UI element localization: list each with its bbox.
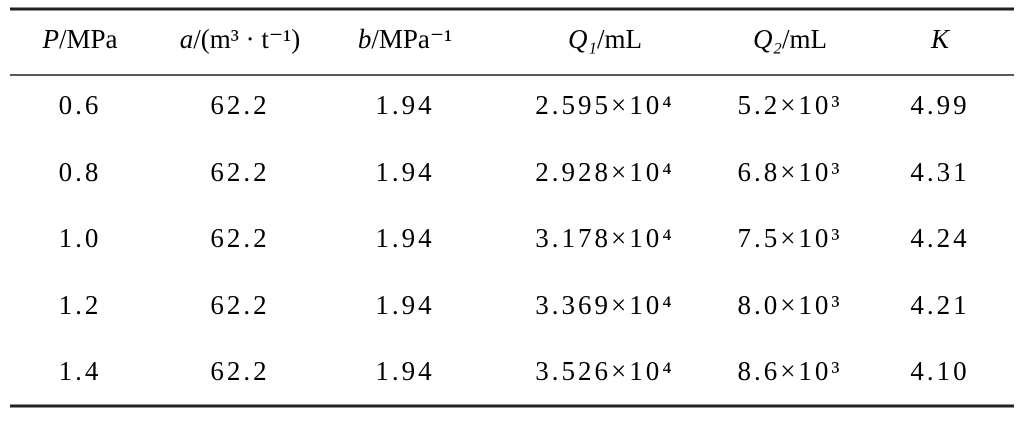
table-cell: 62.2 bbox=[210, 356, 269, 386]
header-symbol: P bbox=[41, 24, 59, 54]
table-cell: 6.8×10³ bbox=[737, 157, 842, 187]
table-cell: 62.2 bbox=[210, 90, 269, 120]
table-cell: 2.595×10⁴ bbox=[535, 90, 674, 120]
table-cell: 1.94 bbox=[375, 90, 434, 120]
table-cell: 62.2 bbox=[210, 157, 269, 187]
header-cell: a/(m³ · t⁻¹) bbox=[180, 24, 300, 54]
table-cell: 5.2×10³ bbox=[737, 90, 842, 120]
table-cell: 3.369×10⁴ bbox=[535, 290, 674, 320]
table-cell: 1.0 bbox=[59, 223, 102, 253]
header-cell: Q₂/mL bbox=[753, 24, 827, 54]
table-cell: 3.526×10⁴ bbox=[535, 356, 674, 386]
table-cell: 4.10 bbox=[910, 356, 969, 386]
header-symbol: a bbox=[180, 24, 194, 54]
header-symbol: K bbox=[930, 24, 951, 54]
table-cell: 62.2 bbox=[210, 223, 269, 253]
header-symbol: b bbox=[358, 24, 372, 54]
table-cell: 0.6 bbox=[59, 90, 102, 120]
header-symbol: Q₁ bbox=[568, 24, 597, 54]
table-cell: 1.4 bbox=[59, 356, 102, 386]
table-cell: 1.94 bbox=[375, 356, 434, 386]
header-unit: /MPa bbox=[59, 24, 118, 54]
table-cell: 7.5×10³ bbox=[737, 223, 842, 253]
table-cell: 2.928×10⁴ bbox=[535, 157, 674, 187]
header-unit: /MPa⁻¹ bbox=[371, 24, 452, 54]
header-unit: /(m³ · t⁻¹) bbox=[193, 24, 300, 54]
table-cell: 8.6×10³ bbox=[737, 356, 842, 386]
table-cell: 1.94 bbox=[375, 290, 434, 320]
table-cell: 3.178×10⁴ bbox=[535, 223, 674, 253]
header-unit: /mL bbox=[782, 24, 827, 54]
table-cell: 4.24 bbox=[910, 223, 969, 253]
table-cell: 0.8 bbox=[59, 157, 102, 187]
header-symbol: Q₂ bbox=[753, 24, 782, 54]
table-cell: 4.21 bbox=[910, 290, 969, 320]
table-cell: 4.99 bbox=[910, 90, 969, 120]
table-cell: 4.31 bbox=[910, 157, 969, 187]
table-cell: 1.94 bbox=[375, 223, 434, 253]
header-cell: b/MPa⁻¹ bbox=[358, 24, 452, 54]
table-cell: 1.94 bbox=[375, 157, 434, 187]
header-cell: P/MPa bbox=[41, 24, 117, 54]
header-cell: K bbox=[930, 24, 951, 54]
table-cell: 1.2 bbox=[59, 290, 102, 320]
table-cell: 8.0×10³ bbox=[737, 290, 842, 320]
header-cell: Q₁/mL bbox=[568, 24, 642, 54]
table-cell: 62.2 bbox=[210, 290, 269, 320]
header-unit: /mL bbox=[597, 24, 642, 54]
